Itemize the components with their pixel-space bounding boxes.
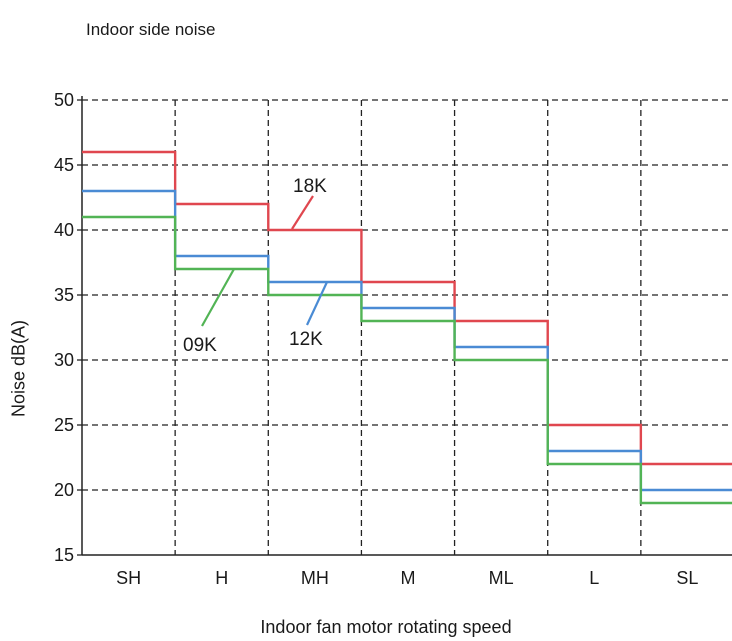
series-leader-line [291, 195, 314, 230]
y-tick-label: 25 [54, 415, 74, 435]
y-tick-label: 20 [54, 480, 74, 500]
series-line [82, 189, 732, 492]
chart-title: Indoor side noise [86, 20, 216, 39]
y-tick-label: 50 [54, 90, 74, 110]
x-axis-label: Indoor fan motor rotating speed [260, 617, 512, 637]
series-label: 09K [183, 335, 217, 356]
series-label: 12K [289, 329, 323, 350]
x-tick-label: ML [489, 568, 514, 588]
y-tick-label: 45 [54, 155, 74, 175]
x-tick-label: MH [301, 568, 329, 588]
x-tick-label: M [401, 568, 416, 588]
y-tick-label: 40 [54, 220, 74, 240]
x-tick-label: H [215, 568, 228, 588]
y-tick-label: 30 [54, 350, 74, 370]
series-line [82, 150, 732, 466]
x-tick-label: SH [116, 568, 141, 588]
series-leader-line [306, 281, 328, 326]
x-tick-label: SL [676, 568, 698, 588]
y-tick-label: 15 [54, 545, 74, 565]
y-tick-label: 35 [54, 285, 74, 305]
series-label: 18K [293, 176, 327, 197]
series-leader-line [201, 268, 235, 327]
series-line [82, 215, 732, 505]
x-tick-label: L [589, 568, 599, 588]
